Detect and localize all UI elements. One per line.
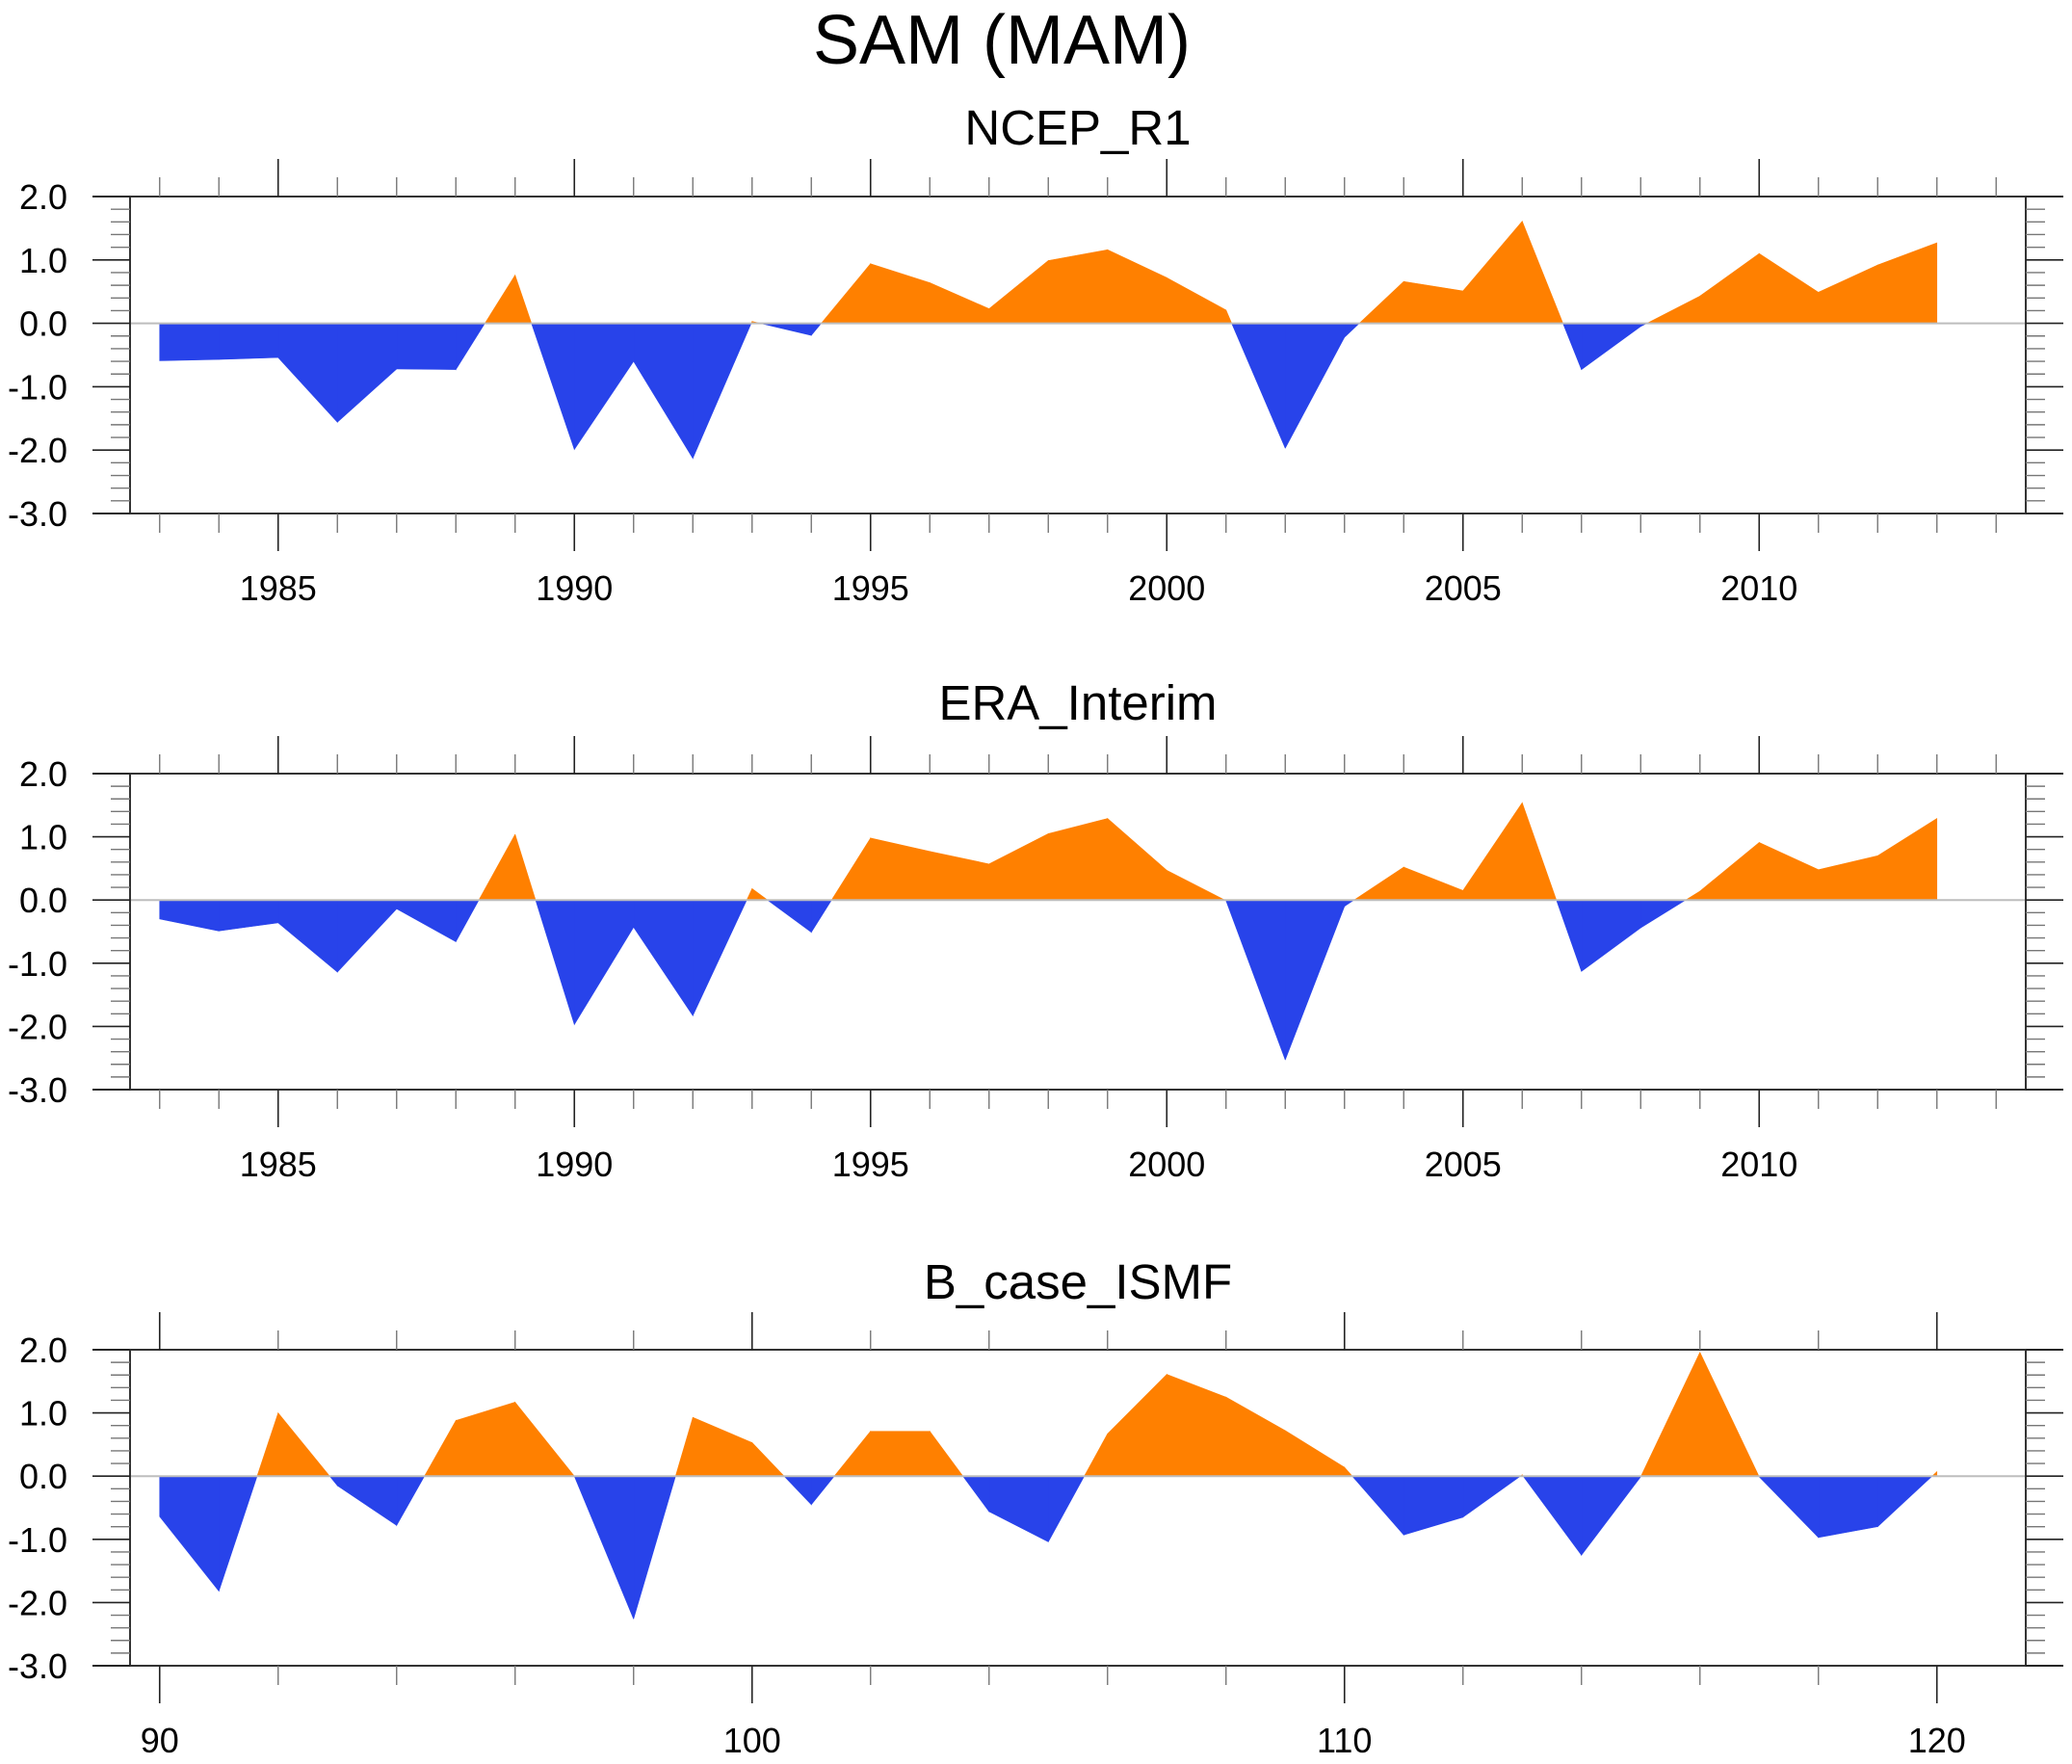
x-tick-label: 1990 bbox=[536, 568, 613, 608]
y-tick-label: -3.0 bbox=[8, 494, 67, 534]
x-ticks: 1985 1990 1995 2000 2005 2010 bbox=[159, 736, 1997, 1184]
x-tick-label: 2010 bbox=[1720, 568, 1797, 608]
x-tick-label: 2005 bbox=[1425, 1145, 1502, 1184]
y-tick-label: 1.0 bbox=[19, 818, 67, 857]
y-tick-label: -3.0 bbox=[8, 1070, 67, 1110]
y-tick-label: -1.0 bbox=[8, 1520, 67, 1560]
y-tick-label: 1.0 bbox=[19, 241, 67, 280]
x-tick-label: 2000 bbox=[1128, 1145, 1205, 1184]
x-tick-label: 2005 bbox=[1425, 568, 1502, 608]
positive-area bbox=[1047, 249, 1109, 324]
y-ticks: 2.0 1.0 0.0 -1.0 -2.0 -3.0 bbox=[8, 177, 2063, 534]
x-tick-label: 100 bbox=[723, 1721, 781, 1760]
x-tick-label: 1995 bbox=[832, 1145, 909, 1184]
y-tick-label: -2.0 bbox=[8, 1583, 67, 1622]
negative-area bbox=[396, 323, 457, 370]
y-tick-label: 2.0 bbox=[19, 177, 67, 217]
x-ticks: 1985 1990 1995 2000 2005 2010 bbox=[159, 159, 1997, 608]
negative-area bbox=[1818, 1475, 1878, 1539]
y-tick-label: 1.0 bbox=[19, 1394, 67, 1434]
y-ticks: 2.0 1.0 0.0 -1.0 -2.0 -3.0 bbox=[8, 754, 2063, 1110]
panel-era-interim: ERA_Interim 2.0 1.0 0.0 -1.0 -2.0 -3.0 1985 199… bbox=[8, 675, 2063, 1184]
y-tick-label: 2.0 bbox=[19, 1330, 67, 1370]
y-tick-label: 0.0 bbox=[19, 304, 67, 344]
x-tick-label: 1985 bbox=[240, 568, 317, 608]
y-ticks: 2.0 1.0 0.0 -1.0 -2.0 -3.0 bbox=[8, 1330, 2063, 1686]
y-tick-label: -1.0 bbox=[8, 944, 67, 984]
positive-area bbox=[870, 1431, 931, 1477]
x-tick-label: 1990 bbox=[536, 1145, 613, 1184]
x-tick-label: 120 bbox=[1908, 1721, 1966, 1760]
y-tick-label: -1.0 bbox=[8, 367, 67, 407]
x-tick-label: 110 bbox=[1317, 1721, 1372, 1760]
negative-area bbox=[218, 323, 279, 360]
area-fills bbox=[159, 1352, 1938, 1619]
negative-area bbox=[159, 323, 220, 361]
panel-title: B_case_ISMF bbox=[924, 1254, 1232, 1309]
x-tick-label: 2010 bbox=[1720, 1145, 1797, 1184]
figure-title: SAM (MAM) bbox=[813, 2, 1191, 79]
y-tick-label: 0.0 bbox=[19, 1457, 67, 1496]
x-ticks: 90 100 110 120 bbox=[141, 1312, 1966, 1760]
panel-title: ERA_Interim bbox=[938, 675, 1217, 730]
x-tick-label: 1985 bbox=[240, 1145, 317, 1184]
x-tick-label: 2000 bbox=[1128, 568, 1205, 608]
y-tick-label: -2.0 bbox=[8, 1007, 67, 1046]
y-tick-label: 0.0 bbox=[19, 881, 67, 920]
area-fills bbox=[159, 220, 1938, 460]
x-tick-label: 90 bbox=[141, 1721, 179, 1760]
y-tick-label: 2.0 bbox=[19, 754, 67, 794]
panel-b-case-ismf: B_case_ISMF 2.0 1.0 0.0 -1.0 -2.0 -3.0 90 100 11… bbox=[8, 1254, 2063, 1760]
y-tick-label: -2.0 bbox=[8, 431, 67, 470]
panel-title: NCEP_R1 bbox=[964, 100, 1191, 155]
y-tick-label: -3.0 bbox=[8, 1646, 67, 1686]
panel-ncep-r1: NCEP_R1 2.0 1.0 0.0 -1.0 -2.0 -3.0 1985 1990 199… bbox=[8, 100, 2063, 608]
x-tick-label: 1995 bbox=[832, 568, 909, 608]
